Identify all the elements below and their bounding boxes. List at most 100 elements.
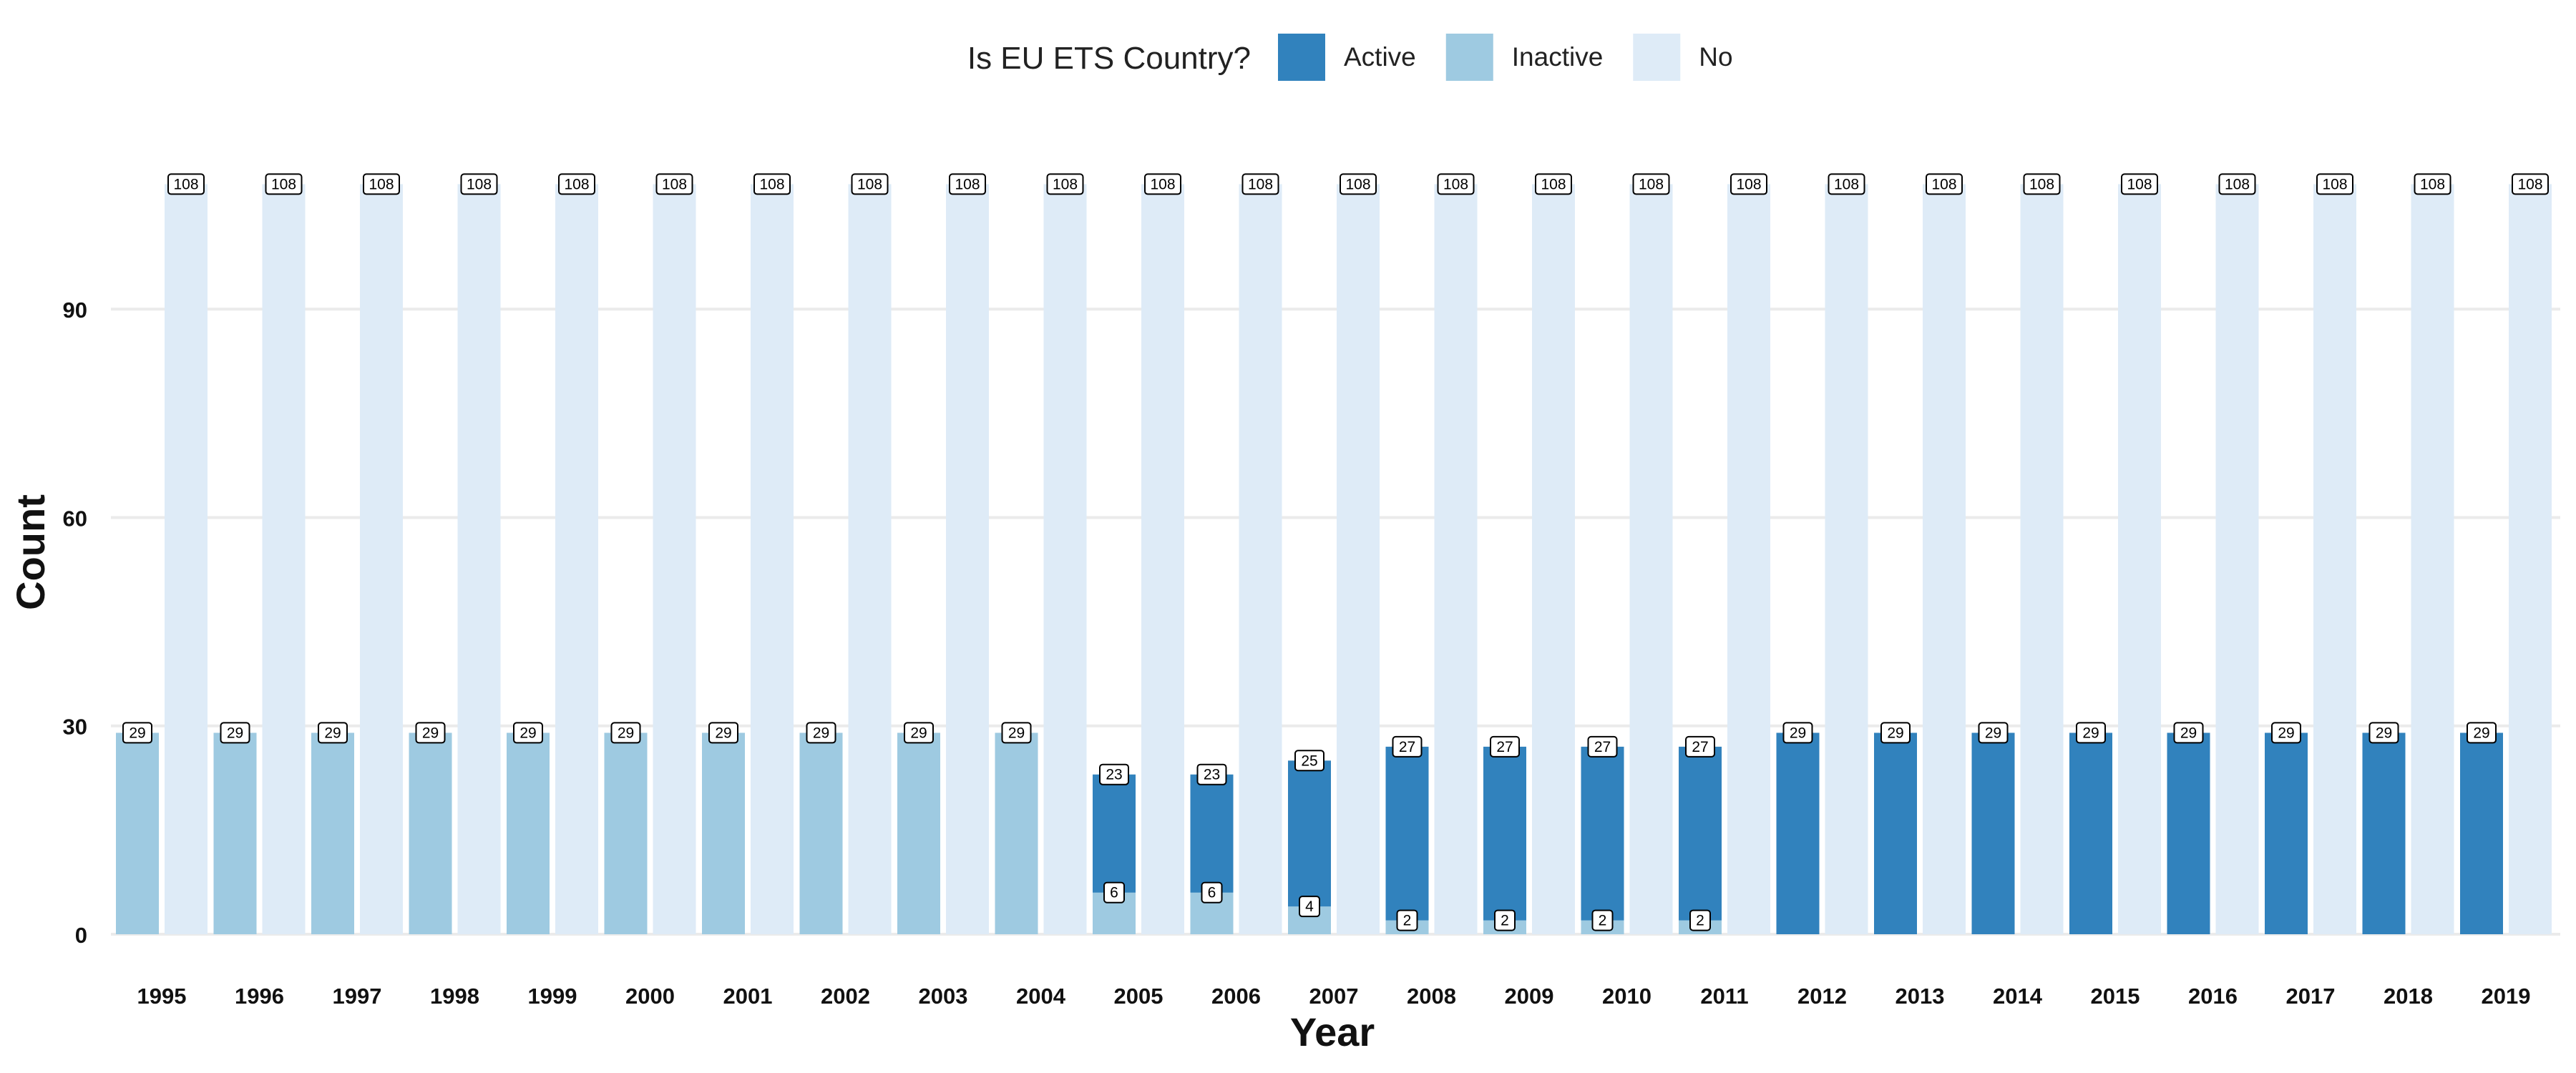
data-label-inactive: 2 [1689,909,1711,931]
x-tick-label: 2013 [1896,984,1945,1009]
svg-text:108: 108 [173,176,198,192]
x-tick-label: 1996 [235,984,284,1009]
svg-text:29: 29 [2278,725,2294,741]
legend-item-inactive: Inactive [1445,34,1604,81]
y-axis-ticks: 0 30 60 90 [63,298,87,948]
data-label-active: 27 [1490,735,1520,758]
svg-text:29: 29 [1790,725,1806,741]
x-tick-label: 2006 [1211,984,1261,1009]
y-tick-label: 90 [63,298,87,323]
data-label-no: 108 [1241,173,1279,195]
svg-text:29: 29 [129,725,145,741]
bar-inactive [409,733,452,934]
svg-text:108: 108 [2225,176,2250,192]
data-label-no: 108 [1437,173,1475,195]
x-tick-label: 1997 [333,984,382,1009]
svg-text:108: 108 [662,176,687,192]
data-label-active: 27 [1587,735,1618,758]
svg-text:2: 2 [1696,913,1704,929]
x-tick-label: 2014 [1993,984,2043,1009]
data-label-active: 27 [1392,735,1423,758]
data-label-inactive: 29 [122,722,152,744]
data-label-no: 108 [1144,173,1181,195]
svg-text:108: 108 [759,176,784,192]
bar-no [1629,184,1673,934]
data-label-no: 108 [2121,173,2158,195]
bar-inactive [897,733,940,934]
data-label-active: 29 [1978,722,2009,744]
svg-text:4: 4 [1305,898,1314,915]
bar-no [1043,184,1087,934]
bar-no [1825,184,1868,934]
bar-no [1923,184,1966,934]
x-tick-label: 2011 [1700,984,1748,1009]
data-label-no: 108 [1828,173,1865,195]
svg-text:108: 108 [1834,176,1859,192]
legend-label-inactive: Inactive [1512,42,1604,72]
data-label-inactive: 29 [415,722,446,744]
data-label-no: 108 [2512,173,2549,195]
x-tick-label: 2009 [1505,984,1554,1009]
data-label-no: 108 [1535,173,1572,195]
x-tick-label: 2017 [2286,984,2336,1009]
svg-text:108: 108 [467,176,492,192]
x-tick-label: 2005 [1114,984,1163,1009]
bar-active [1971,733,2015,934]
svg-text:108: 108 [2517,176,2542,192]
data-label-inactive: 29 [318,722,348,744]
legend-label-active: Active [1344,42,1416,72]
x-tick-label: 2003 [919,984,968,1009]
data-label-active: 29 [2271,722,2301,744]
bar-inactive [116,733,159,934]
legend-item-no: No [1633,34,1733,81]
svg-text:29: 29 [324,725,341,741]
bar-no [165,184,208,934]
svg-text:23: 23 [1106,767,1122,783]
bar-active [2167,733,2210,934]
legend-item-active: Active [1278,34,1416,81]
data-label-inactive: 4 [1299,896,1320,918]
x-tick-label: 2008 [1407,984,1456,1009]
data-label-no: 108 [851,173,889,195]
legend-key-no [1633,34,1681,81]
svg-text:29: 29 [910,725,927,741]
y-tick-label: 60 [63,506,87,531]
bar-inactive [507,733,550,934]
data-label-no: 108 [2316,173,2353,195]
svg-text:108: 108 [369,176,394,192]
bar-no [946,184,989,934]
x-tick-label: 2015 [2091,984,2140,1009]
data-label-inactive: 29 [904,722,934,744]
data-label-active: 29 [1880,722,1911,744]
data-label-no: 108 [363,173,400,195]
svg-text:29: 29 [2473,725,2489,741]
data-label-no: 108 [655,173,693,195]
data-label-no: 108 [265,173,303,195]
bar-no [1532,184,1575,934]
bar-no [1239,184,1282,934]
bar-no [457,184,501,934]
data-label-active: 25 [1294,750,1324,772]
svg-text:108: 108 [1443,176,1468,192]
svg-text:108: 108 [857,176,882,192]
x-tick-label: 2012 [1797,984,1847,1009]
svg-text:108: 108 [2127,176,2152,192]
svg-text:29: 29 [1887,725,1903,741]
x-tick-label: 2010 [1602,984,1652,1009]
data-label-inactive: 2 [1591,909,1614,931]
data-label-no: 108 [1340,173,1377,195]
data-label-inactive: 2 [1396,909,1418,931]
x-tick-label: 2004 [1016,984,1066,1009]
data-label-active: 27 [1685,735,1715,758]
data-label-no: 108 [1926,173,1963,195]
bar-active [2362,733,2406,934]
bar-no [848,184,892,934]
x-tick-label: 2000 [625,984,675,1009]
svg-text:6: 6 [1110,885,1118,901]
data-label-active: 23 [1196,763,1227,785]
bar-inactive [799,733,843,934]
x-tick-label: 2018 [2384,984,2433,1009]
bar-no [1337,184,1380,934]
svg-text:29: 29 [227,725,243,741]
